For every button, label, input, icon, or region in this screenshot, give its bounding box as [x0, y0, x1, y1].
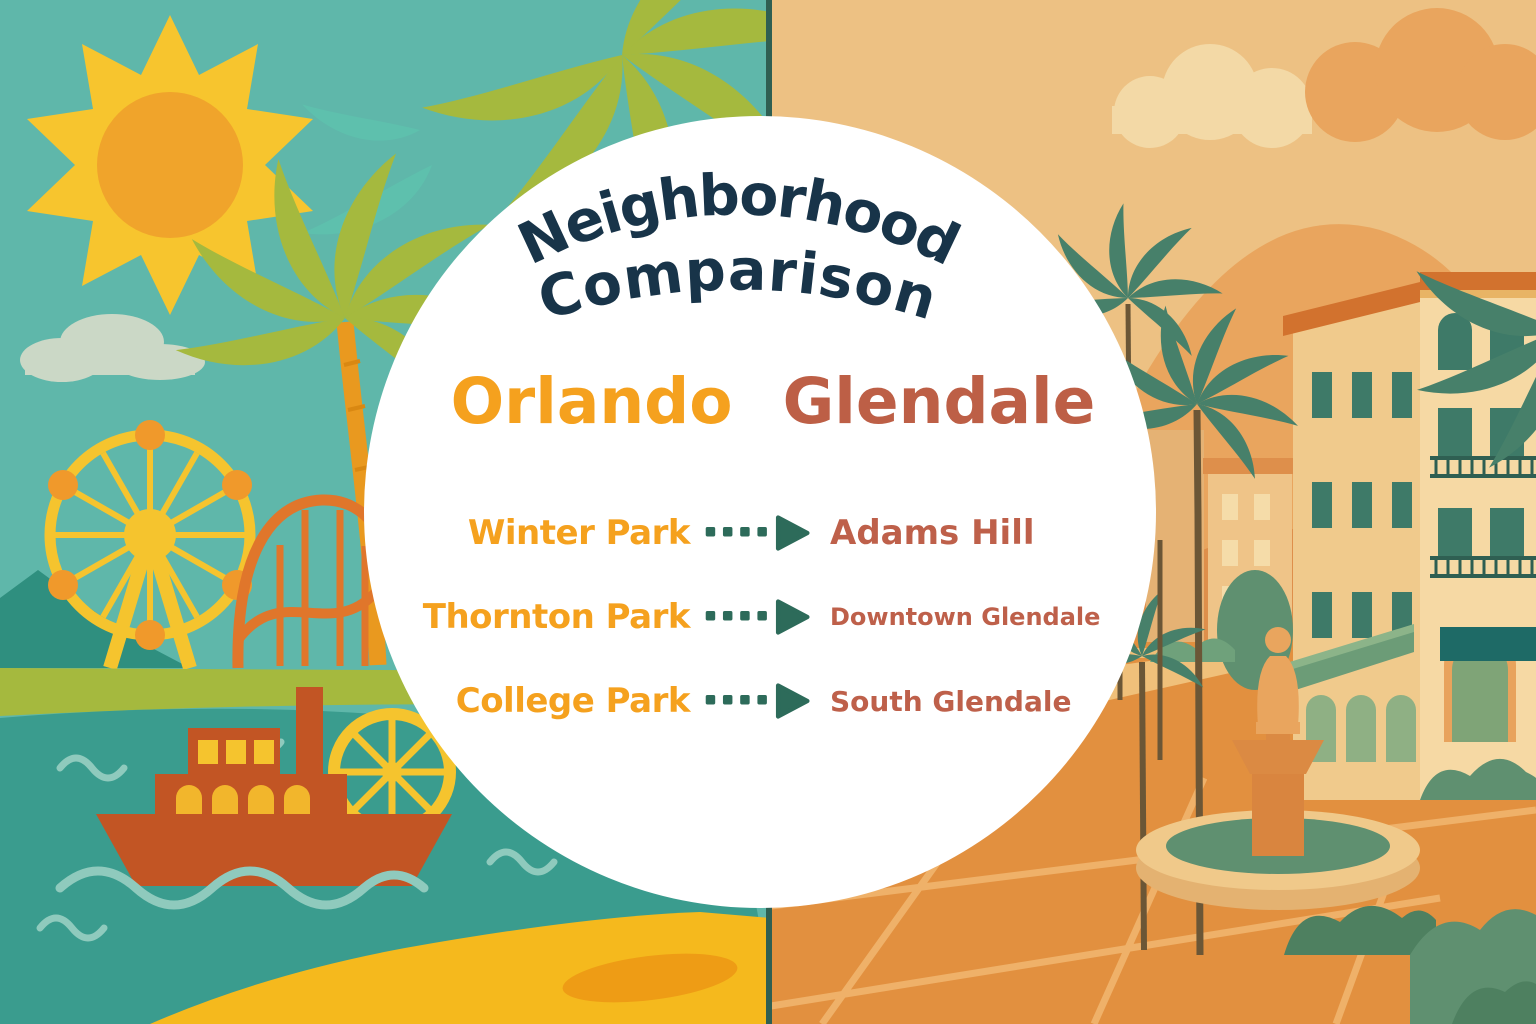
- mapping-row-winter-park: Winter Park Adams Hill: [364, 502, 1156, 564]
- orlando-neighborhood-label: Winter Park: [467, 513, 691, 553]
- glendale-neighborhood-label: South Glendale: [830, 684, 1072, 718]
- main-building-icon: [1283, 272, 1536, 800]
- orlando-neighborhood-label: Thornton Park: [422, 597, 691, 637]
- sun-icon: [27, 15, 313, 315]
- city-glendale-label: Glendale: [782, 365, 1096, 438]
- low-hedge-icon: [1150, 638, 1235, 662]
- balconies-icon: [1430, 456, 1536, 578]
- badge-title: Neighborhood Comparison: [509, 162, 970, 333]
- comparison-badge: Neighborhood Comparison Orlando Glendale…: [364, 116, 1156, 908]
- clouds-icon: [1112, 8, 1536, 148]
- dotted-arrow-icon: [705, 599, 810, 635]
- windows-left-face: [1312, 372, 1412, 638]
- fountain-icon: [1136, 627, 1420, 910]
- dotted-arrow-icon: [705, 515, 810, 551]
- sand-swash-icon: [562, 953, 738, 1003]
- orlando-neighborhood-label: College Park: [455, 681, 691, 721]
- glendale-neighborhood-label: Adams Hill: [830, 513, 1035, 553]
- mapping-row-college-park: College Park South Glendale: [364, 670, 1156, 732]
- city-headers: Orlando Glendale: [364, 370, 1156, 433]
- statue-icon: [1256, 627, 1300, 734]
- paddle-steamboat-icon: [96, 687, 456, 886]
- mapping-row-thornton-park: Thornton Park Downtown Glendale: [364, 586, 1156, 648]
- arcade-arches-icon: [1306, 695, 1416, 762]
- dotted-arrow-icon: [705, 683, 810, 719]
- long-wave-icon: [55, 866, 429, 910]
- storefront-sign-icon: [1440, 627, 1536, 661]
- mapping-rows: Winter Park Adams Hill Thornton Park: [364, 502, 1156, 732]
- bushes-icon: [1284, 758, 1536, 955]
- hedge-icon: [1410, 909, 1536, 1024]
- city-orlando-label: Orlando: [450, 365, 733, 438]
- cloud-icon: [20, 314, 205, 382]
- glendale-neighborhood-label: Downtown Glendale: [830, 603, 1101, 631]
- awning-icon: [1283, 632, 1414, 694]
